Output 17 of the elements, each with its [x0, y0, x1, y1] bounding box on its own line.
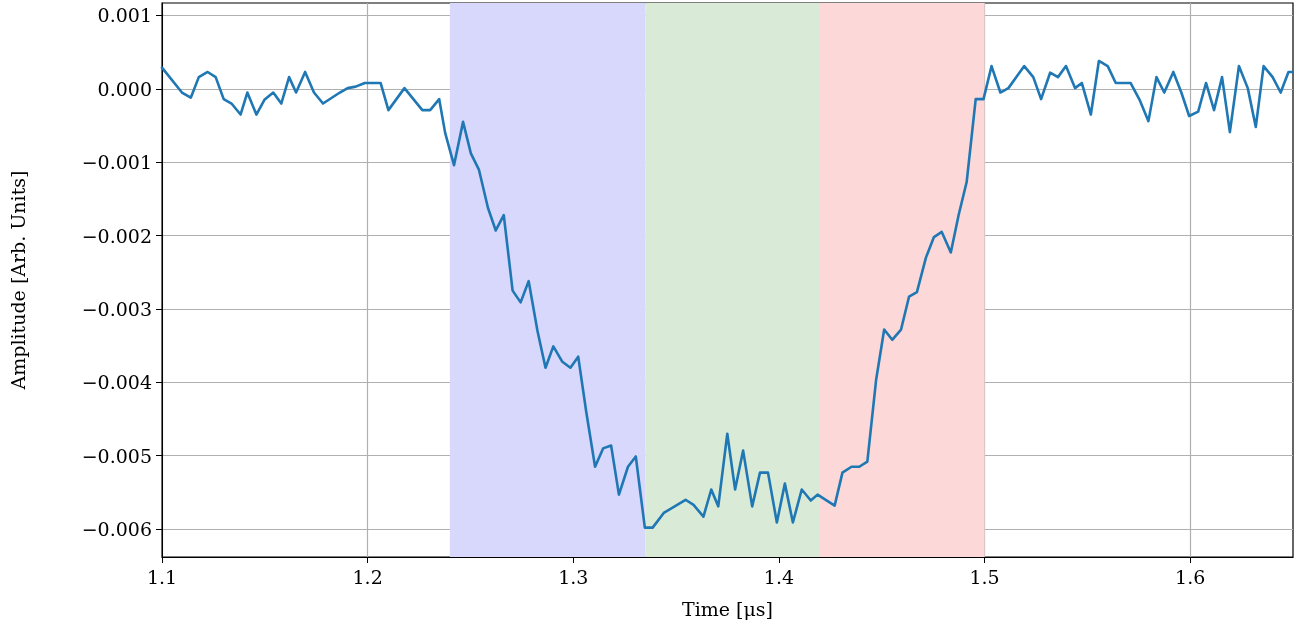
x-axis-title: Time [μs]	[682, 597, 773, 620]
y-tick-label: −0.002	[81, 224, 152, 247]
x-tick-label: 1.3	[558, 565, 589, 588]
y-tick-label: −0.006	[81, 518, 152, 541]
y-tick-label: 0.001	[97, 4, 152, 27]
x-tick-label: 1.6	[1175, 565, 1206, 588]
y-tick-label: −0.001	[81, 151, 152, 174]
y-tick-label: −0.003	[81, 297, 152, 320]
y-axis-title: Amplitude [Arb. Units]	[6, 170, 29, 391]
y-tick-label: 0.000	[97, 77, 152, 100]
x-tick-label: 1.5	[969, 565, 1000, 588]
y-tick-label: −0.005	[81, 444, 152, 467]
x-tick-label: 1.1	[146, 565, 178, 588]
line-series	[160, 59, 1294, 529]
x-tick-label: 1.2	[352, 565, 383, 588]
y-tick-label: −0.004	[81, 371, 152, 394]
x-tick-label: 1.4	[763, 565, 795, 588]
